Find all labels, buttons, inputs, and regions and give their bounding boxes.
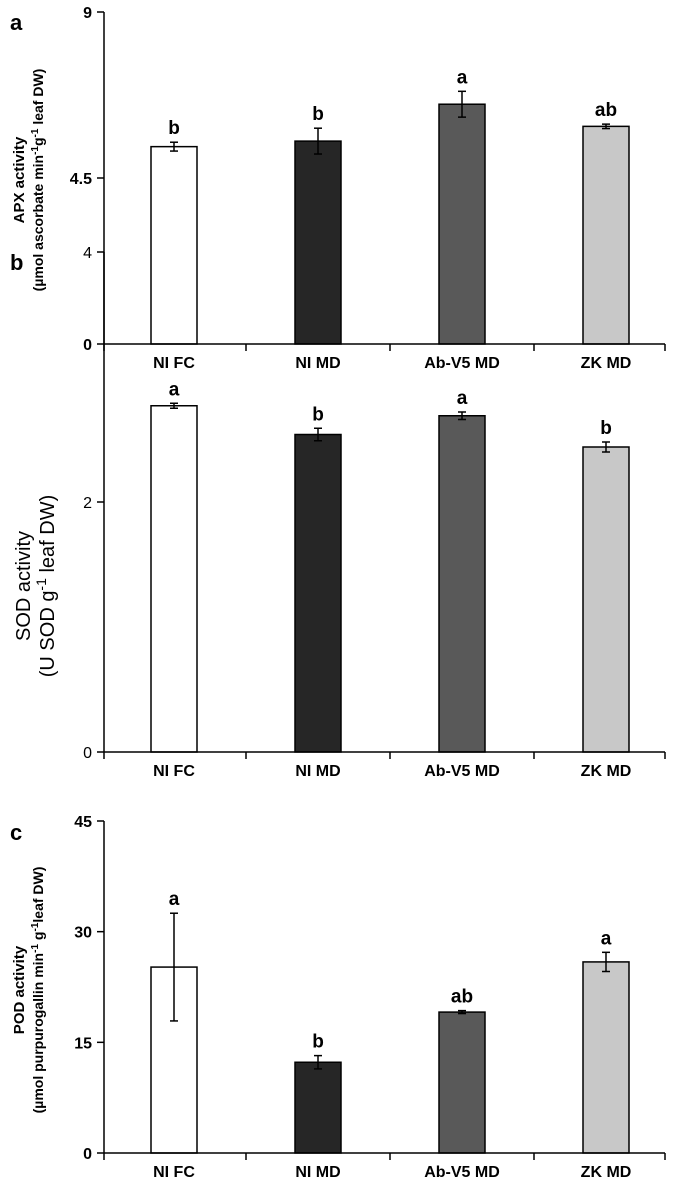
panel-b-panel-label: b: [10, 250, 23, 275]
panel-c-significance-letter-2: b: [312, 1032, 324, 1053]
panel-b-category-label-4: ZK MD: [581, 763, 632, 780]
panel-a-y-axis-units-part-3: -1: [30, 128, 41, 137]
panel-b-category-label-1: NI FC: [153, 763, 195, 780]
panel-b-bar-2: [294, 433, 342, 753]
panel-c-bar-3: [438, 1011, 486, 1154]
panel-c-y-axis-title: POD activity: [11, 945, 28, 1034]
panel-c-y-tick-label-3: 45: [74, 814, 92, 831]
panel-b-error-bar-2: [314, 427, 322, 442]
panel-c-chart: c a NI FC b NI MD ab Ab-V5 MD a ZK MD 0 15 30 45 POD …: [10, 814, 666, 1181]
panel-b-significance-letter-3: a: [457, 388, 468, 409]
panel-c-category-label-4: ZK MD: [581, 1164, 632, 1181]
panel-a-y-axis-units-part-4: leaf DW): [30, 69, 46, 129]
panel-b-error-bar-4: [602, 441, 610, 453]
panel-c-category-label-1: NI FC: [153, 1164, 195, 1181]
panel-c-y-axis-units-part-0: (µmol purpurogallin min: [30, 953, 46, 1114]
panel-c-bar-4: [582, 961, 630, 1154]
panel-a-category-label-3: Ab-V5 MD: [424, 355, 500, 372]
panel-a-category-label-2: NI MD: [295, 355, 340, 372]
panel-a-y-tick-label-1: 4.5: [70, 171, 92, 188]
panel-b-bar-1: [150, 405, 198, 753]
panel-a-bar-4: [582, 125, 630, 345]
panel-a-bar-3: [438, 103, 486, 345]
panel-c-y-axis-units-part-3: -1: [30, 922, 41, 931]
panel-b-error-bar-1: [170, 402, 178, 409]
panel-a-significance-letter-2: b: [312, 104, 324, 125]
panel-b-y-tick-label-2: 4: [83, 245, 92, 262]
panel-c-y-tick-label-0: 0: [83, 1146, 92, 1163]
panel-c-error-bar-1: [170, 912, 178, 1022]
panel-a-category-label-1: NI FC: [153, 355, 195, 372]
panel-b-y-tick-label-0: 0: [83, 745, 92, 762]
panel-c-y-axis-units: (µmol purpurogallin min-1 g-1leaf DW): [30, 867, 47, 1114]
panel-c-significance-letter-3: ab: [451, 987, 473, 1008]
panel-b-y-axis-title: SOD activity: [13, 531, 35, 641]
panel-b-y-axis-units: (U SOD g-1 leaf DW): [33, 495, 59, 677]
panel-b-significance-letter-1: a: [169, 379, 180, 400]
panel-a-error-bar-3: [458, 90, 466, 118]
panel-b-y-axis-units-part-4: leaf DW): [37, 495, 59, 578]
panel-a-bar-1: [150, 145, 198, 345]
panel-c-category-label-2: NI MD: [295, 1164, 340, 1181]
panel-c-significance-letter-4: a: [601, 928, 612, 949]
panel-a-y-axis-title: APX activity: [11, 136, 28, 223]
panel-b-y-axis-units-part-1: -1: [33, 578, 49, 591]
panel-a-bar-2: [294, 140, 342, 345]
panel-a-y-axis-units-part-0: (µmol ascorbate min: [30, 155, 46, 291]
panel-c-significance-letter-1: a: [169, 889, 180, 910]
panel-a-y-axis-units-part-2: g: [30, 137, 46, 146]
panel-b-bar-3: [438, 415, 486, 753]
panel-c-error-bar-4: [602, 951, 610, 973]
panel-a-error-bar-4: [602, 123, 610, 130]
panel-c-panel-label: c: [10, 820, 22, 845]
panel-b-significance-letter-4: b: [600, 418, 612, 439]
panel-a-significance-letter-3: a: [457, 67, 468, 88]
panel-a-y-tick-label-0: 0: [83, 337, 92, 354]
panel-c-error-bar-3: [458, 1009, 466, 1015]
panel-b-category-label-2: NI MD: [295, 763, 340, 780]
panel-a-significance-letter-1: b: [168, 118, 180, 139]
panel-b-y-axis-units-part-0: (U SOD g: [37, 591, 59, 678]
panel-b-y-tick-label-1: 2: [83, 495, 92, 512]
panel-a-category-label-4: ZK MD: [581, 355, 632, 372]
panel-c-error-bar-2: [314, 1054, 322, 1070]
panel-a-y-tick-label-2: 9: [83, 5, 92, 22]
panel-a-y-axis-units-part-1: -1: [30, 146, 41, 155]
panel-a-y-axis-units: (µmol ascorbate min-1g-1 leaf DW): [30, 69, 47, 292]
panel-b-error-bar-3: [458, 411, 466, 421]
panel-b-bar-4: [582, 446, 630, 753]
panel-b-chart: b a NI FC b NI MD a Ab-V5 MD b ZK MD 0 2 4 SOD activ…: [10, 245, 666, 780]
panel-c-y-tick-label-1: 15: [74, 1035, 92, 1052]
panel-c-y-tick-label-2: 30: [74, 925, 92, 942]
panel-a-error-bar-1: [170, 141, 178, 152]
panel-b-significance-letter-2: b: [312, 404, 324, 425]
panel-b-category-label-3: Ab-V5 MD: [424, 763, 500, 780]
panel-a-panel-label: a: [10, 10, 23, 35]
panel-c-bar-2: [294, 1061, 342, 1154]
panel-a-error-bar-2: [314, 127, 322, 155]
panel-a-significance-letter-4: ab: [595, 100, 617, 121]
panel-c-category-label-3: Ab-V5 MD: [424, 1164, 500, 1181]
panel-c-y-axis-units-part-1: -1: [30, 944, 41, 953]
panel-c-y-axis-units-part-2: g: [30, 932, 46, 944]
panel-c-y-axis-units-part-4: leaf DW): [30, 867, 46, 923]
